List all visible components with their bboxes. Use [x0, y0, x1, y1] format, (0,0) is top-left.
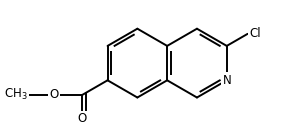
Text: O: O — [78, 112, 87, 125]
Text: N: N — [223, 74, 231, 87]
Text: Cl: Cl — [250, 27, 261, 40]
Text: CH$_3$: CH$_3$ — [4, 87, 28, 103]
Text: O: O — [49, 88, 58, 101]
